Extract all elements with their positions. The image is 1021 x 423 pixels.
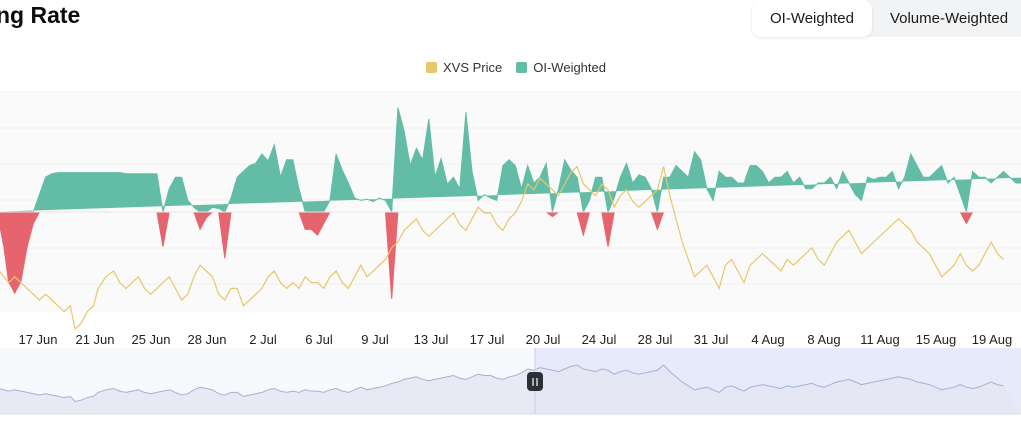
x-tick-label: 28 Jun	[187, 332, 226, 347]
x-tick-label: 28 Jul	[638, 332, 673, 347]
x-tick-label: 31 Jul	[694, 332, 729, 347]
page-title: ng Rate	[0, 2, 81, 28]
x-tick-label: 17 Jul	[470, 332, 505, 347]
legend-label-oi-weighted: OI-Weighted	[533, 60, 606, 75]
x-tick-label: 17 Jun	[18, 332, 57, 347]
x-tick-label: 4 Aug	[751, 332, 784, 347]
x-tick-label: 15 Aug	[916, 332, 957, 347]
x-tick-label: 21 Jun	[75, 332, 114, 347]
legend-label-price: XVS Price	[443, 60, 503, 75]
x-tick-label: 13 Jul	[414, 332, 449, 347]
x-tick-label: 9 Jul	[361, 332, 389, 347]
oi-weighted-positive-area	[0, 107, 1021, 214]
x-tick-label: 24 Jul	[582, 332, 617, 347]
x-tick-label: 19 Aug	[972, 332, 1013, 347]
tab-oi-weighted[interactable]: OI-Weighted	[752, 0, 872, 37]
legend-swatch-oi-weighted	[516, 62, 528, 73]
tab-volume-weighted[interactable]: Volume-Weighted	[889, 10, 1009, 27]
navigator-handle[interactable]	[527, 372, 543, 391]
navigator-line	[0, 364, 1004, 403]
xvs-price-line	[0, 165, 1004, 331]
legend-swatch-price	[426, 62, 437, 73]
weighting-tab-group: OI-Weighted Volume-Weighted	[752, 0, 1021, 37]
legend-item-oi-weighted[interactable]: OI-Weighted	[516, 60, 606, 75]
x-tick-label: 25 Jun	[131, 332, 170, 347]
x-tick-label: 11 Aug	[860, 332, 900, 347]
navigator-area	[0, 365, 1021, 414]
x-tick-label: 8 Aug	[807, 332, 840, 347]
x-tick-label: 20 Jul	[526, 332, 561, 347]
x-tick-label: 2 Jul	[249, 332, 277, 347]
legend-item-price[interactable]: XVS Price	[426, 60, 502, 75]
x-tick-label: 6 Jul	[305, 332, 333, 347]
chart-legend: XVS Price OI-Weighted	[426, 60, 620, 75]
